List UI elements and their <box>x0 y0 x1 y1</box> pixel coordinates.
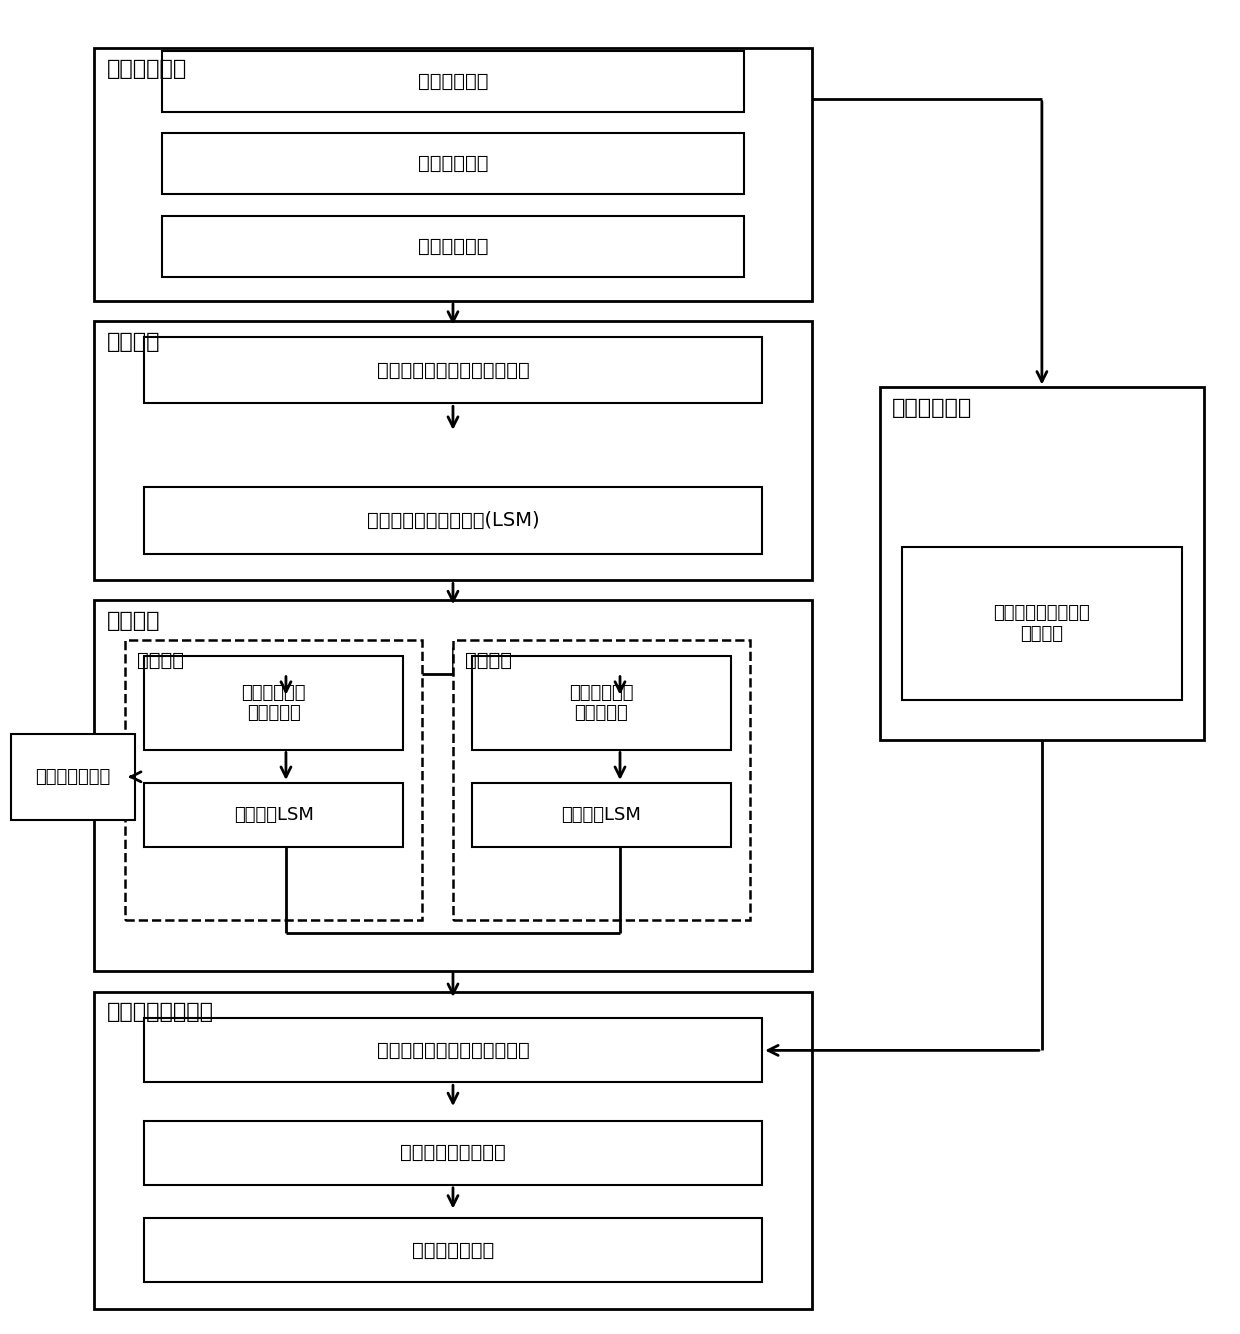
Bar <box>453 640 750 920</box>
Bar <box>94 600 812 971</box>
Text: 数字散斑喷涂: 数字散斑喷涂 <box>418 155 489 173</box>
Text: 人工光源布设: 人工光源布设 <box>418 237 489 256</box>
Bar <box>162 51 744 112</box>
Bar <box>471 783 732 847</box>
Bar <box>144 783 403 847</box>
Text: 全场三维形变测量: 全场三维形变测量 <box>107 1002 213 1022</box>
Bar <box>94 991 812 1309</box>
Text: 相机网络构建: 相机网络构建 <box>107 59 187 79</box>
Bar <box>144 487 763 554</box>
Bar <box>144 656 403 750</box>
Bar <box>144 1218 763 1282</box>
Text: 立体匹配: 立体匹配 <box>107 332 160 352</box>
Text: 精匹配：LSM: 精匹配：LSM <box>233 806 314 824</box>
Bar <box>880 387 1204 740</box>
Text: 精匹配：LSM: 精匹配：LSM <box>562 806 641 824</box>
Bar <box>162 216 744 277</box>
Text: 粗匹配：自适
应窗口匹配: 粗匹配：自适 应窗口匹配 <box>569 683 634 722</box>
Bar <box>94 48 812 301</box>
Text: 内外方位元素和镜头
畸变参数: 内外方位元素和镜头 畸变参数 <box>993 604 1090 643</box>
Bar <box>162 133 744 195</box>
Bar <box>144 338 763 403</box>
Bar <box>471 656 732 750</box>
Text: 全场应变场解算: 全场应变场解算 <box>412 1241 494 1259</box>
Text: 高速相机布设: 高速相机布设 <box>418 72 489 91</box>
Text: 目标跟踪: 目标跟踪 <box>107 611 160 631</box>
Bar <box>144 1121 763 1185</box>
Text: 精匹配：最小二乘匹配(LSM): 精匹配：最小二乘匹配(LSM) <box>367 511 539 530</box>
Text: 立体相机标定: 立体相机标定 <box>893 398 972 418</box>
Text: 子控机二: 子控机二 <box>465 651 512 670</box>
Bar <box>11 734 135 820</box>
Text: 分布式并行架构: 分布式并行架构 <box>36 768 110 786</box>
Text: 子控机一: 子控机一 <box>138 651 185 670</box>
Bar <box>94 321 812 580</box>
Text: 粗匹配：自适
应窗口匹配: 粗匹配：自适 应窗口匹配 <box>242 683 306 722</box>
Bar <box>125 640 422 920</box>
Text: 三维全场位移场解算: 三维全场位移场解算 <box>401 1143 506 1162</box>
Bar <box>144 1018 763 1082</box>
Text: 基于前方交会的三维点云生成: 基于前方交会的三维点云生成 <box>377 1041 529 1061</box>
Text: 粗匹配：可靠性引导匹配策略: 粗匹配：可靠性引导匹配策略 <box>377 360 529 380</box>
Bar <box>901 547 1182 700</box>
